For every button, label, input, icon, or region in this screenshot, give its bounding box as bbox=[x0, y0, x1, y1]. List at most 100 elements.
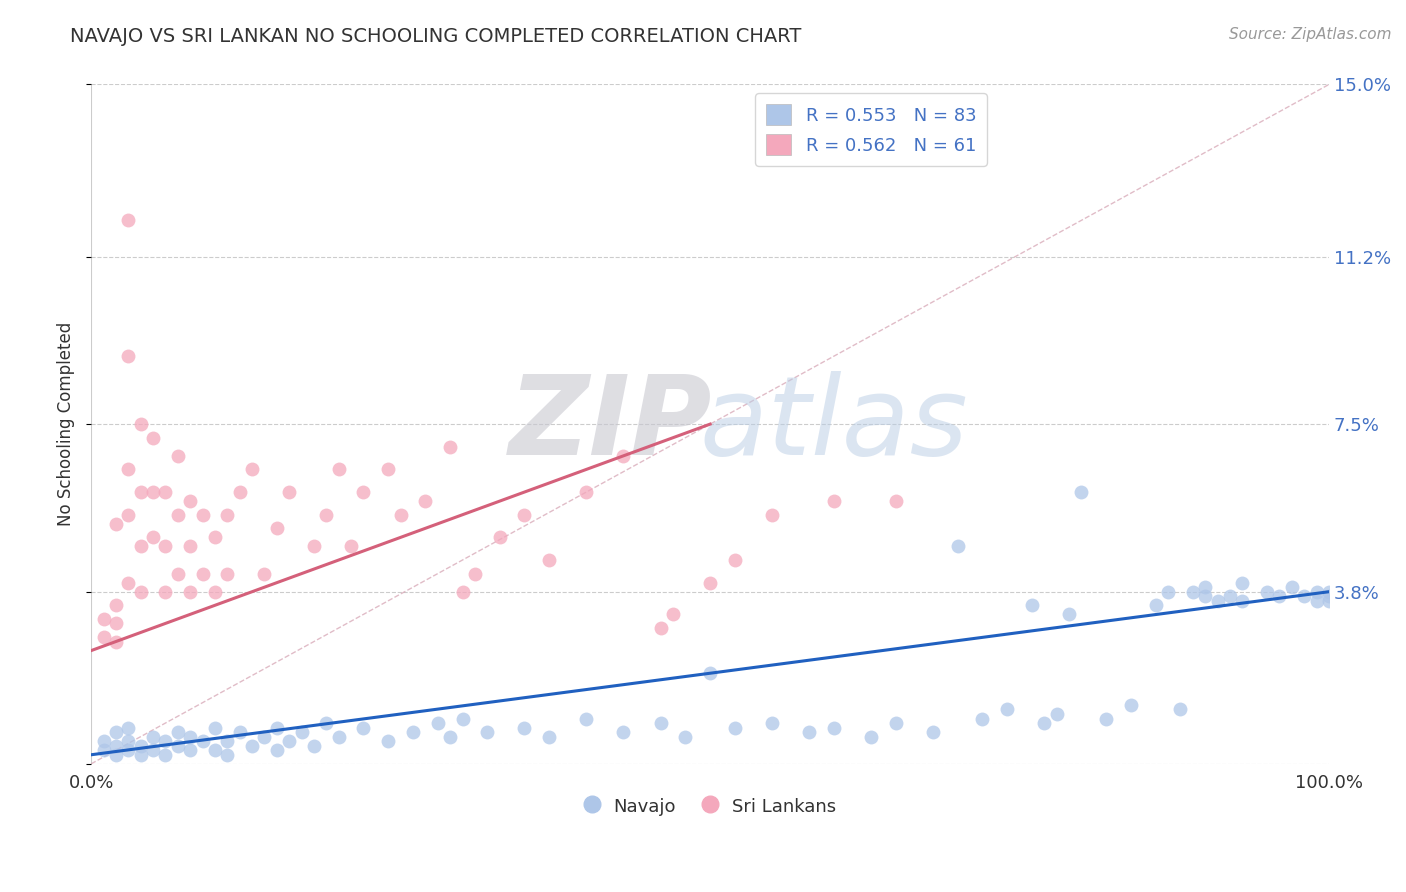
Point bbox=[142, 730, 165, 744]
Point bbox=[266, 743, 288, 757]
Point bbox=[104, 725, 127, 739]
Point bbox=[204, 530, 226, 544]
Point bbox=[1256, 584, 1278, 599]
Point bbox=[179, 743, 201, 757]
Point bbox=[513, 721, 536, 735]
Point bbox=[117, 743, 139, 757]
Point bbox=[228, 725, 250, 739]
Point bbox=[797, 725, 820, 739]
Point bbox=[1317, 594, 1340, 608]
Point bbox=[228, 485, 250, 500]
Point bbox=[179, 730, 201, 744]
Point bbox=[1194, 589, 1216, 603]
Point bbox=[129, 417, 152, 431]
Point bbox=[315, 716, 337, 731]
Point bbox=[1268, 589, 1291, 603]
Point bbox=[191, 734, 214, 748]
Point bbox=[884, 494, 907, 508]
Point bbox=[538, 730, 561, 744]
Point bbox=[1194, 580, 1216, 594]
Point bbox=[117, 213, 139, 227]
Point bbox=[104, 616, 127, 631]
Point bbox=[117, 721, 139, 735]
Point bbox=[179, 540, 201, 554]
Point bbox=[302, 540, 325, 554]
Point bbox=[315, 508, 337, 522]
Point bbox=[1095, 712, 1118, 726]
Point bbox=[673, 730, 696, 744]
Point bbox=[1317, 584, 1340, 599]
Point bbox=[1317, 589, 1340, 603]
Point bbox=[823, 721, 845, 735]
Point bbox=[451, 712, 474, 726]
Point bbox=[340, 540, 363, 554]
Point bbox=[142, 743, 165, 757]
Point bbox=[129, 739, 152, 753]
Point bbox=[575, 712, 598, 726]
Point bbox=[513, 508, 536, 522]
Point bbox=[266, 721, 288, 735]
Point bbox=[1294, 589, 1316, 603]
Point bbox=[291, 725, 314, 739]
Point bbox=[353, 485, 375, 500]
Point bbox=[1219, 589, 1241, 603]
Point bbox=[612, 725, 634, 739]
Point bbox=[155, 747, 177, 762]
Point bbox=[1157, 584, 1180, 599]
Point bbox=[93, 612, 115, 626]
Point bbox=[328, 462, 350, 476]
Point bbox=[389, 508, 412, 522]
Point bbox=[1206, 594, 1229, 608]
Point bbox=[266, 521, 288, 535]
Point bbox=[488, 530, 510, 544]
Point bbox=[1021, 599, 1043, 613]
Point bbox=[278, 485, 301, 500]
Point bbox=[93, 734, 115, 748]
Point bbox=[240, 739, 263, 753]
Point bbox=[166, 725, 188, 739]
Point bbox=[1070, 485, 1092, 500]
Point bbox=[142, 530, 165, 544]
Point bbox=[253, 566, 276, 581]
Point bbox=[104, 516, 127, 531]
Point bbox=[93, 630, 115, 644]
Point bbox=[575, 485, 598, 500]
Point bbox=[302, 739, 325, 753]
Text: atlas: atlas bbox=[700, 371, 969, 477]
Point bbox=[104, 747, 127, 762]
Point bbox=[117, 349, 139, 363]
Point bbox=[972, 712, 994, 726]
Point bbox=[253, 730, 276, 744]
Point bbox=[859, 730, 882, 744]
Point bbox=[179, 584, 201, 599]
Text: Source: ZipAtlas.com: Source: ZipAtlas.com bbox=[1229, 27, 1392, 42]
Point bbox=[650, 621, 672, 635]
Point bbox=[922, 725, 945, 739]
Point bbox=[1144, 599, 1167, 613]
Point bbox=[464, 566, 486, 581]
Point bbox=[724, 721, 747, 735]
Point bbox=[129, 747, 152, 762]
Point bbox=[538, 553, 561, 567]
Point bbox=[1232, 575, 1254, 590]
Point bbox=[217, 566, 239, 581]
Point bbox=[191, 566, 214, 581]
Point bbox=[377, 734, 399, 748]
Point bbox=[155, 734, 177, 748]
Point bbox=[217, 734, 239, 748]
Point bbox=[699, 666, 721, 681]
Point bbox=[612, 449, 634, 463]
Point bbox=[191, 508, 214, 522]
Point bbox=[1281, 580, 1303, 594]
Point bbox=[946, 540, 969, 554]
Point bbox=[117, 508, 139, 522]
Point bbox=[724, 553, 747, 567]
Point bbox=[823, 494, 845, 508]
Point bbox=[761, 508, 783, 522]
Point bbox=[451, 584, 474, 599]
Point bbox=[166, 566, 188, 581]
Point bbox=[1232, 594, 1254, 608]
Point bbox=[1170, 702, 1192, 716]
Point bbox=[240, 462, 263, 476]
Point bbox=[129, 584, 152, 599]
